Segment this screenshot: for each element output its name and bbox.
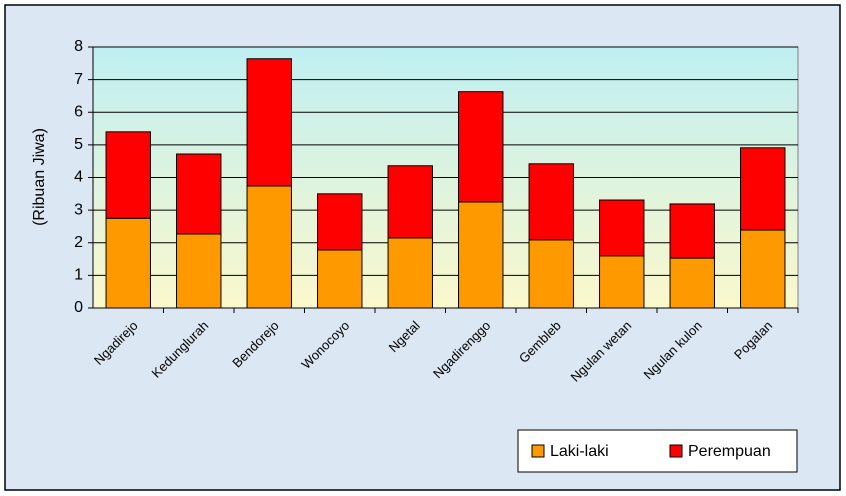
y-tick-label: 7	[74, 71, 83, 88]
bar-segment	[317, 193, 363, 251]
bar-segment	[105, 217, 151, 309]
y-axis-label: (Ribuan Jiwa)	[31, 128, 48, 226]
legend-swatch	[669, 444, 683, 458]
y-tick-label: 2	[74, 234, 83, 251]
legend-box	[517, 429, 798, 473]
bar-segment	[669, 203, 715, 259]
bar-segment	[176, 153, 222, 235]
bar-segment	[387, 237, 433, 309]
bar-segment	[105, 131, 151, 219]
bar-segment	[246, 58, 292, 187]
bar-segment	[458, 91, 504, 203]
y-tick-label: 0	[74, 299, 83, 316]
bar-segment	[458, 201, 504, 309]
bar-segment	[599, 255, 645, 309]
bar-segment	[176, 233, 222, 309]
y-tick-label: 6	[74, 103, 83, 120]
bar-segment	[387, 165, 433, 239]
legend-label: Laki-laki	[550, 443, 609, 460]
bar-segment	[246, 185, 292, 309]
legend-label: Perempuan	[688, 443, 771, 460]
bar-segment	[599, 199, 645, 257]
bar-segment	[528, 163, 574, 241]
bar-segment	[740, 229, 786, 309]
y-tick-label: 4	[74, 169, 83, 186]
bar-segment	[317, 249, 363, 309]
y-tick-label: 3	[74, 201, 83, 218]
y-tick-label: 5	[74, 136, 83, 153]
legend-swatch	[531, 444, 545, 458]
bar-segment	[528, 239, 574, 309]
y-tick-label: 1	[74, 267, 83, 284]
y-tick-label: 8	[74, 38, 83, 55]
bar-segment	[669, 257, 715, 309]
bar-segment	[740, 147, 786, 231]
